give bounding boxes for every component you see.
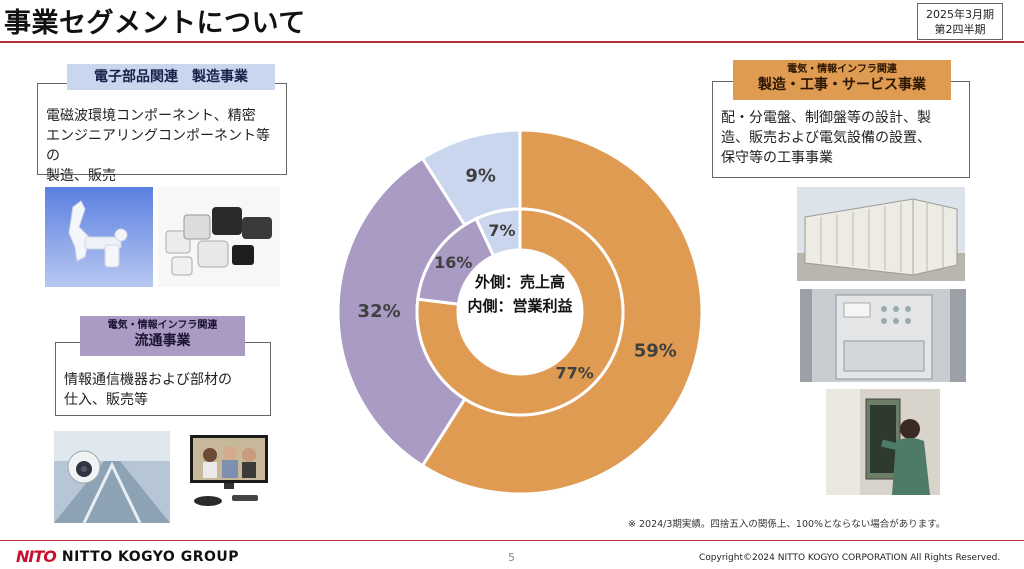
manufacturing-label-sub: 電気・情報インフラ関連 xyxy=(787,64,897,75)
distribution-description-line: 仕入、販売等 xyxy=(64,392,148,408)
control-panel-photo xyxy=(800,289,966,382)
period-year: 2025年3月期 xyxy=(926,7,994,21)
logo-text: NITTO KOGYO GROUP xyxy=(61,548,240,565)
chart-center-legend: 外側：売上高 内側：営業利益 xyxy=(432,270,608,318)
manufacturing-description-line: 造、販売および電気設備の設置、 xyxy=(721,130,931,146)
escalator-camera-photo xyxy=(54,431,170,523)
page-title: 事業セグメントについて xyxy=(4,8,306,39)
period-quarter: 第2四半期 xyxy=(934,22,986,36)
inner-slice-label: 7% xyxy=(488,221,515,240)
electronic-description-line: 電磁波環境コンポーネント、精密 xyxy=(46,108,256,124)
manufacturing-label-main: 製造・工事・サービス事業 xyxy=(758,77,926,93)
page-number: 5 xyxy=(508,551,515,564)
electronic-segment-label: 電子部品関連 製造事業 xyxy=(67,64,275,90)
logo-mark: NITO xyxy=(16,547,57,566)
distribution-label-main: 流通事業 xyxy=(134,333,191,349)
electronic-description-line: エンジニアリングコンポーネント等の xyxy=(46,128,270,164)
period-badge: 2025年3月期 第2四半期 xyxy=(917,3,1003,40)
copyright-notice: Copyright©2024 NITTO KOGYO CORPORATION A… xyxy=(699,553,1001,563)
inner-slice-label: 77% xyxy=(555,363,593,382)
outer-slice-label: 9% xyxy=(465,166,496,187)
inner-ring-legend: 内側：営業利益 xyxy=(467,297,573,315)
manufacturing-description-line: 配・分電盤、制御盤等の設計、製 xyxy=(721,110,931,126)
outdoor-cubicle-photo xyxy=(797,187,965,281)
electronic-description-box: 電磁波環境コンポーネント、精密 エンジニアリングコンポーネント等の 製造、販売 xyxy=(37,83,287,184)
distribution-segment-label: 電気・情報インフラ関連 流通事業 xyxy=(80,316,245,356)
company-logo: NITO NITTO KOGYO GROUP xyxy=(16,547,239,566)
electronic-part-photo xyxy=(45,187,153,287)
title-divider xyxy=(0,41,1024,43)
inner-ring-slice xyxy=(415,207,625,417)
electronic-description-line: 製造、販売 xyxy=(46,168,116,184)
manufacturing-segment-label: 電気・情報インフラ関連 製造・工事・サービス事業 xyxy=(733,60,951,100)
distribution-description-line: 情報通信機器および部材の xyxy=(64,372,232,388)
outer-slice-label: 32% xyxy=(358,301,401,322)
footnote: ※ 2024/3期実績。四捨五入の関係上、100%とならない場合があります。 xyxy=(628,519,946,530)
outer-slice-label: 59% xyxy=(634,340,677,361)
segment-donut-chart: 59% 32% 9% 77% 16% 7% xyxy=(336,128,704,496)
maintenance-work-photo xyxy=(826,389,940,495)
ferrite-core-photo xyxy=(158,187,280,287)
manufacturing-description-line: 保守等の工事事業 xyxy=(721,150,833,166)
video-conference-photo xyxy=(188,433,270,511)
inner-ring-slice xyxy=(474,207,522,258)
distribution-label-sub: 電気・情報インフラ関連 xyxy=(107,320,218,331)
inner-slice-label: 16% xyxy=(434,253,472,272)
footer-divider xyxy=(0,540,1024,541)
outer-ring-legend: 外側：売上高 xyxy=(474,273,565,291)
